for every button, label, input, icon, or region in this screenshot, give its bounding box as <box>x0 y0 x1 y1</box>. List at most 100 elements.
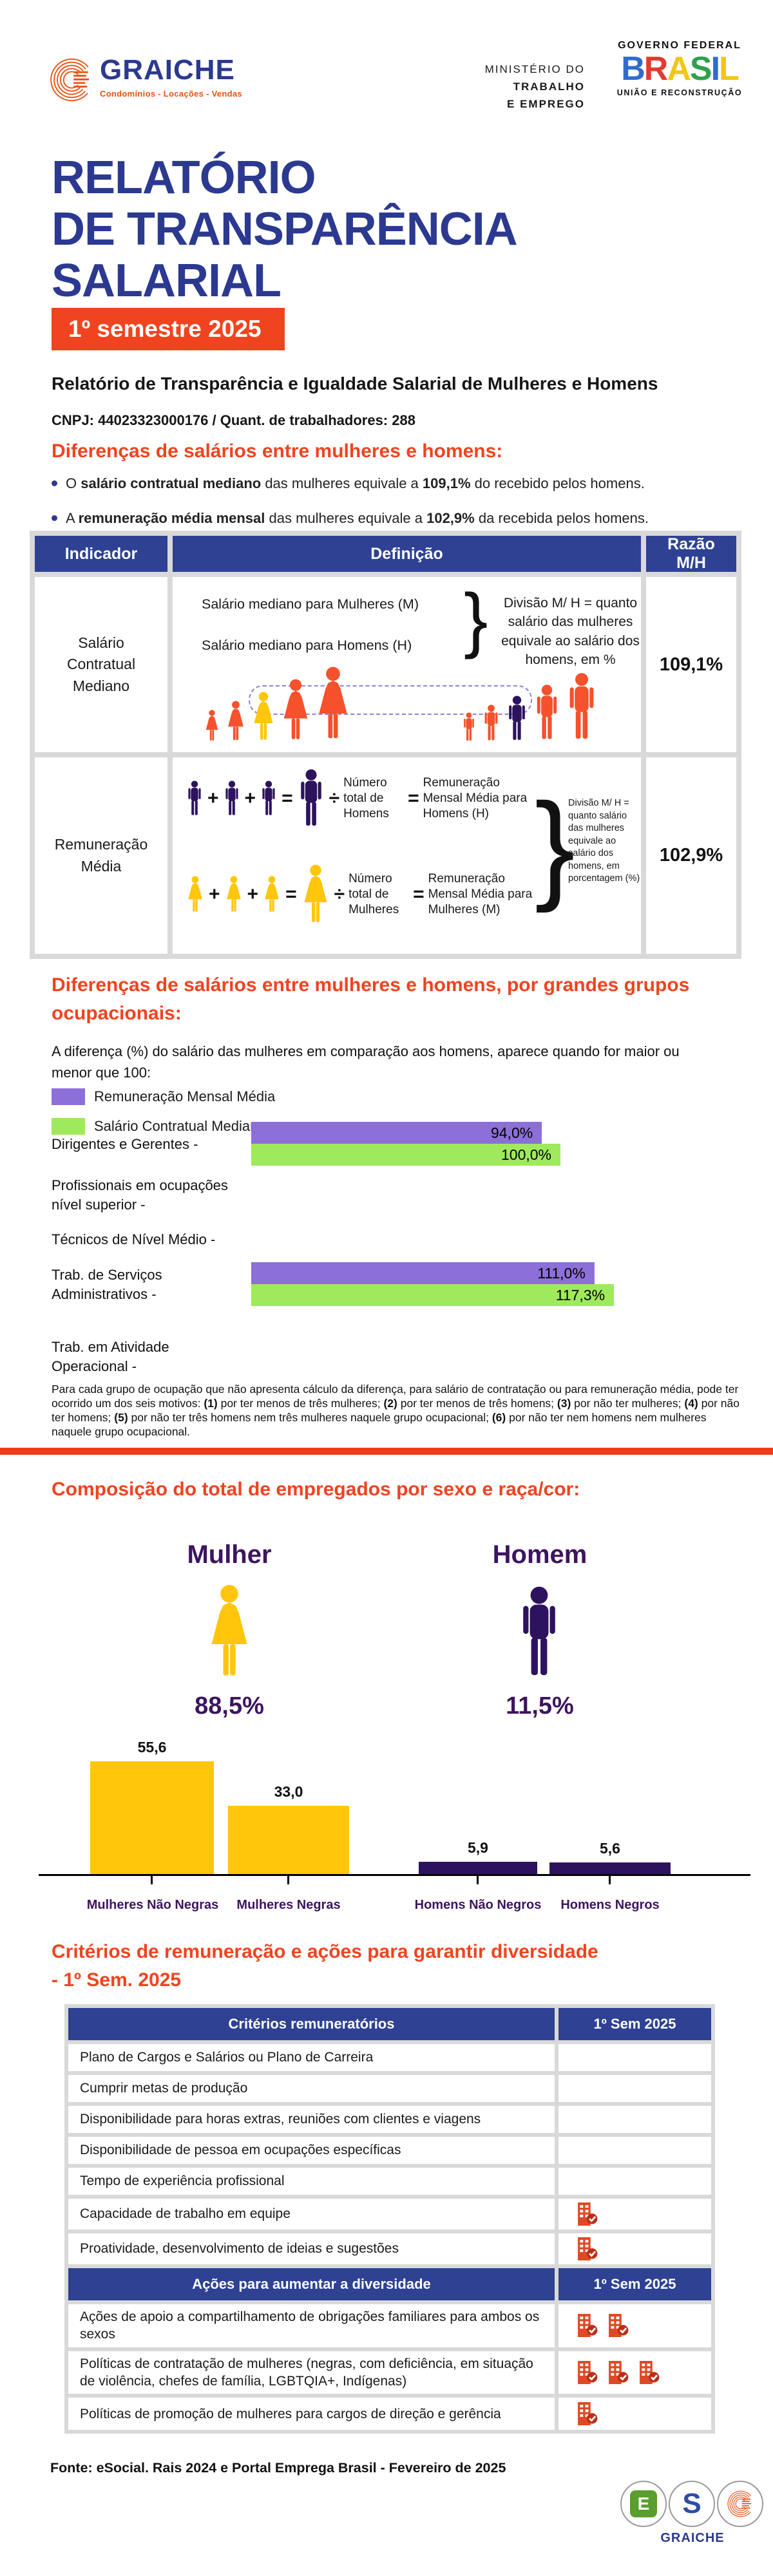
bar-fill <box>549 1862 671 1874</box>
woman-median-icon <box>253 692 274 742</box>
section4-heading-line1: Critérios de remuneração e ações para ga… <box>52 1941 598 1962</box>
section2-description: A diferença (%) do salário das mulheres … <box>52 1043 680 1081</box>
brace-glyph: } <box>535 778 575 913</box>
man-icon <box>186 781 204 817</box>
esg-s-letter: S <box>682 2488 701 2519</box>
equals-sign: = <box>285 884 297 905</box>
criteria-row-value <box>558 2168 711 2195</box>
action-row: Políticas de promoção de mulheres para c… <box>68 2398 555 2430</box>
male-percentage: 11,5% <box>506 1692 574 1719</box>
criteria-row-value <box>558 2137 711 2164</box>
brasil-wordmark: BRASIL <box>606 52 754 87</box>
bullet-median-salary: O salário contratual mediano das mulhere… <box>52 475 734 492</box>
building-check-icon <box>575 2236 598 2262</box>
bar-value-label: 5,9 <box>468 1839 488 1857</box>
page-title-line2: DE TRANSPARÊNCIA <box>52 204 518 255</box>
bar-value-label: 94,0% <box>490 1124 533 1141</box>
axis-tick <box>609 1876 611 1884</box>
brasil-letter: I <box>711 50 721 88</box>
building-check-icon <box>637 2360 660 2385</box>
col-header-razao: Razão M/H <box>646 535 736 572</box>
criteria-row: Disponibilidade para horas extras, reuni… <box>68 2106 555 2133</box>
page-title-line1: RELATÓRIO <box>52 152 316 204</box>
bullet-text: O salário contratual mediano das mulhere… <box>66 475 645 491</box>
col-header-definicao: Definição <box>173 536 641 572</box>
row-remuneracao-media-label: Remuneração Média <box>35 757 167 954</box>
men-divisor-label: Número total de Homens <box>343 776 389 820</box>
action-row-value <box>558 2398 711 2430</box>
period-badge: 1º semestre 2025 <box>52 308 285 350</box>
cat-mulheres-nao-negras: Mulheres Não Negras <box>86 1898 219 1912</box>
bullet-average-pay: A remuneração média mensal das mulheres … <box>52 510 734 527</box>
bar-homens-negros: 5,6 <box>549 1739 671 1874</box>
legend-swatch-green-icon <box>52 1118 85 1135</box>
criteria-row: Plano de Cargos e Salários ou Plano de C… <box>68 2044 555 2071</box>
criteria-row-value <box>558 2075 711 2102</box>
axis-tick <box>477 1876 479 1884</box>
woman-icon <box>317 666 349 742</box>
ministry-line2: TRABALHO <box>513 80 585 93</box>
axis-tick <box>151 1876 153 1884</box>
man-icon <box>567 672 596 742</box>
brasil-letter: L <box>719 50 740 88</box>
cat-mulheres-negras: Mulheres Negras <box>236 1898 341 1912</box>
divide-sign: ÷ <box>334 884 345 905</box>
bar-value-label: 55,6 <box>137 1739 167 1756</box>
criteria-row-value <box>558 2044 711 2071</box>
page-title-line3: SALARIAL <box>52 255 282 307</box>
legend-label: Salário Contratual Mediano <box>94 1118 266 1134</box>
plus-sign: + <box>207 788 219 809</box>
brasil-letter: A <box>667 50 691 88</box>
division-note: Divisão M/ H = quanto salário das mulher… <box>568 798 640 884</box>
ratio-remuneracao-media: 102,9% <box>646 757 736 954</box>
equals-sign: = <box>413 884 425 905</box>
cat-homens-negros: Homens Negros <box>560 1898 660 1912</box>
man-icon <box>535 684 559 742</box>
bullet-dot-icon <box>52 480 57 486</box>
man-median-icon <box>507 696 527 742</box>
brand-name: GRAICHE <box>100 54 235 86</box>
man-icon <box>519 1584 559 1681</box>
row-remuneracao-media-definition: + + = ÷ Número total de Homens = Remuner… <box>173 757 641 954</box>
woman-icon <box>224 876 243 913</box>
criteria-row: Tempo de experiência profissional <box>68 2168 555 2195</box>
criteria-period-header: 1º Sem 2025 <box>558 2008 711 2040</box>
man-icon <box>223 781 241 817</box>
section2-heading: Diferenças de salários entre mulheres e … <box>52 974 690 1024</box>
report-subtitle: Relatório de Transparência e Igualdade S… <box>52 374 658 393</box>
female-label: Mulher <box>187 1540 272 1569</box>
occ-category-dirigentes: Dirigentes e Gerentes <box>52 1122 245 1167</box>
criteria-row-value <box>558 2233 711 2264</box>
bar-mulheres-negras: 33,0 <box>228 1739 349 1874</box>
section3-heading: Composição do total de empregados por se… <box>52 1479 580 1500</box>
indicator-table: Indicador Definição Razão M/H Salário Con… <box>30 531 741 959</box>
ministry-block: MINISTÉRIO DO TRABALHO E EMPREGO <box>448 61 585 113</box>
definition-line-women: Salário mediano para Mulheres (M) <box>202 596 419 612</box>
actions-period-header: 1º Sem 2025 <box>558 2268 711 2300</box>
divide-sign: ÷ <box>329 788 340 809</box>
gov-bottom-label: UNIÃO E RECONSTRUÇÃO <box>616 88 743 97</box>
women-result-label: Remuneração Mensal Média para Mulheres (… <box>428 872 533 916</box>
gov-federal-logo: GOVERNO FEDERAL BRASIL UNIÃO E RECONSTRU… <box>606 40 754 97</box>
graiche-arcs-icon <box>48 37 93 122</box>
division-note: Divisão M/ H = quanto salário das mulher… <box>501 596 640 668</box>
action-row-value <box>558 2304 711 2347</box>
company-info: CNPJ: 44023323000176 / Quant. de trabalh… <box>52 412 415 428</box>
criteria-row: Disponibilidade de pessoa em ocupações e… <box>68 2137 555 2164</box>
building-check-icon <box>575 2201 598 2227</box>
man-icon <box>483 705 499 742</box>
action-row: Ações de apoio a compartilhamento de obr… <box>68 2304 555 2347</box>
esg-e-circle: E <box>620 2481 667 2527</box>
bar-salario: 117,3% <box>251 1284 615 1306</box>
female-percentage: 88,5% <box>195 1692 264 1719</box>
criteria-row-value <box>558 2199 711 2230</box>
woman-icon <box>282 679 309 742</box>
criteria-row: Capacidade de trabalho em equipe <box>68 2199 555 2230</box>
bar-remuneracao: 94,0% <box>251 1122 542 1144</box>
woman-icon <box>262 876 282 913</box>
bar-fill <box>228 1806 349 1874</box>
bar-fill <box>419 1862 537 1874</box>
men-result-label: Remuneração Mensal Média para Homens (H) <box>423 776 528 820</box>
woman-icon <box>205 710 219 742</box>
